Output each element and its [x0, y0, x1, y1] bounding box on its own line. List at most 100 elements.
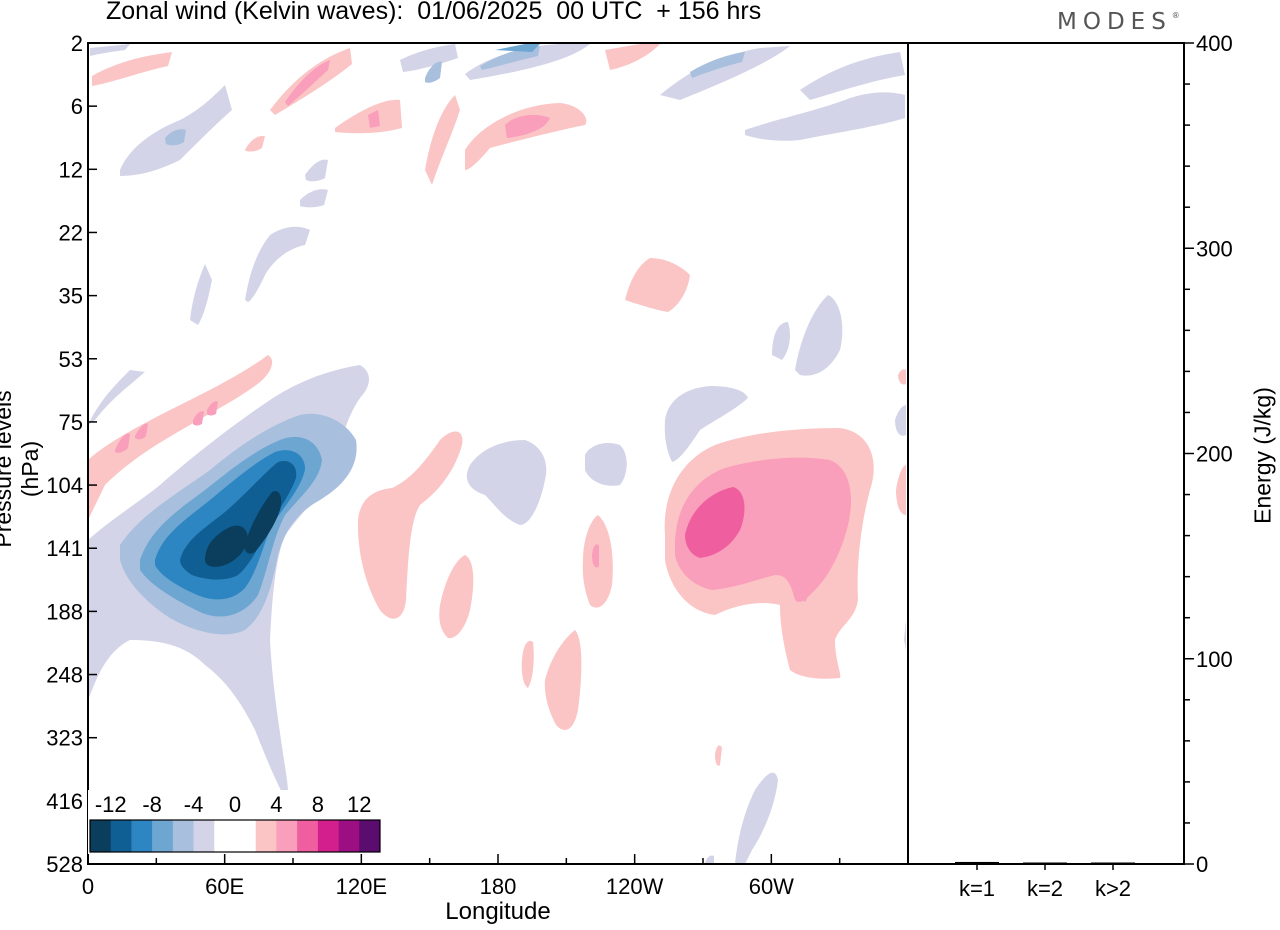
energy-axis-label: Energy (J/kg): [1249, 387, 1276, 524]
pink-band: [207, 401, 218, 416]
energy-tick-label: 300: [1196, 236, 1233, 261]
blue-region: [664, 386, 748, 462]
colorbar-swatch: [152, 820, 174, 852]
x-tick-label: 120E: [336, 874, 387, 899]
contour-level: [799, 560, 811, 602]
x-axis-label: Longitude: [445, 898, 551, 925]
pink-band: [88, 370, 145, 425]
blue-region: [772, 322, 790, 360]
energy-tick-label: 100: [1196, 647, 1233, 672]
blue-region: [585, 443, 627, 486]
y-tick-label: 6: [71, 94, 83, 119]
colorbar: -12 -8 -4 0 4 8 12: [88, 790, 382, 854]
streak: [400, 44, 458, 72]
streak: [495, 44, 540, 52]
x-tick-label: 0: [82, 874, 94, 899]
energy-tick-label: 200: [1196, 442, 1233, 467]
streak: [660, 46, 790, 100]
pressure-axis: 2 6 12 22 35 53 75 104 141 188 248 323 416 528: [46, 31, 97, 877]
y-tick-label: 53: [59, 347, 83, 372]
streak: [465, 44, 590, 80]
blue-region: [735, 772, 778, 864]
energy-bar: [1023, 862, 1067, 864]
brand-logo: MODES®: [1057, 9, 1180, 35]
colorbar-swatch: [193, 820, 215, 852]
y-axis-label: Pressure levels (hPa): [0, 390, 43, 548]
y-tick-label: 141: [46, 536, 83, 561]
y-tick-label: 416: [46, 789, 83, 814]
streak: [690, 52, 745, 78]
colorbar-frame: [89, 819, 381, 853]
y-tick-label: 35: [59, 284, 83, 309]
streak: [800, 52, 905, 100]
upper-streaks: [90, 44, 905, 325]
pink-band: [135, 423, 148, 440]
energy-bar: [1091, 862, 1135, 864]
streak: [505, 114, 550, 138]
y-tick-label: 22: [59, 220, 83, 245]
colorbar-swatch: [359, 820, 381, 852]
y-tick-label: 12: [59, 157, 83, 182]
streak: [305, 159, 328, 182]
streak: [190, 264, 212, 325]
colorbar-swatch: [317, 820, 339, 852]
energy-bar: [955, 861, 999, 864]
x-tick-label: 60E: [205, 874, 244, 899]
y-tick-label: 188: [46, 599, 83, 624]
y-tick-label: 104: [46, 473, 83, 498]
streak: [245, 135, 265, 152]
colorbar-label: 4: [270, 792, 282, 817]
y-tick-label: 248: [46, 663, 83, 688]
colorbar-swatch: [131, 820, 153, 852]
streak: [165, 129, 186, 146]
y-tick-label: 528: [46, 852, 83, 877]
streak: [300, 189, 328, 208]
streak: [625, 258, 690, 312]
blue-region: [895, 405, 906, 436]
y-tick-label: 75: [59, 410, 83, 435]
streak: [285, 60, 330, 106]
y-tick-label: 323: [46, 726, 83, 751]
colorbar-swatch: [172, 820, 194, 852]
pink-region: [439, 555, 474, 639]
colorbar-swatch: [214, 820, 236, 852]
pink-band: [193, 411, 204, 426]
blue-region: [705, 855, 714, 864]
pink-region: [898, 369, 906, 385]
blue-region: [904, 620, 906, 650]
pink-region: [521, 640, 534, 688]
pink-region: [715, 745, 722, 766]
pink-band: [88, 355, 273, 520]
longitude-axis: 0 60E 120E 180 120W 60W: [82, 854, 909, 899]
colorbar-swatch: [110, 820, 132, 852]
x-tick-label: 60W: [749, 874, 794, 899]
colorbar-swatch: [338, 820, 360, 852]
pink-region: [544, 630, 582, 730]
colorbar-label: 12: [347, 792, 371, 817]
contour-level: [244, 491, 282, 554]
colorbar-swatch: [90, 820, 112, 852]
colorbar-label: 0: [229, 792, 241, 817]
chart-title: Zonal wind (Kelvin waves): 01/06/2025 00…: [106, 0, 762, 25]
x-tick-label: 120W: [606, 874, 664, 899]
pink-band: [115, 433, 130, 453]
pink-region: [896, 465, 906, 515]
energy-bar-label: k>2: [1095, 876, 1131, 901]
y-tick-label: 2: [71, 31, 83, 56]
colorbar-swatch: [276, 820, 298, 852]
streak: [368, 110, 380, 128]
brand-registered-mark: ®: [1171, 11, 1180, 20]
energy-bar-label: k=2: [1027, 876, 1063, 901]
colorbar-label: -12: [95, 792, 127, 817]
colorbar-swatch: [235, 820, 257, 852]
energy-tick-label: 0: [1196, 852, 1208, 877]
negative-anomaly: [88, 365, 369, 800]
streak: [92, 52, 172, 86]
energy-bar-label: k=1: [959, 876, 995, 901]
x-tick-label: 180: [480, 874, 517, 899]
colorbar-label: -4: [184, 792, 204, 817]
contour-level: [685, 487, 745, 558]
streak: [465, 103, 587, 170]
colorbar-swatch: [255, 820, 277, 852]
